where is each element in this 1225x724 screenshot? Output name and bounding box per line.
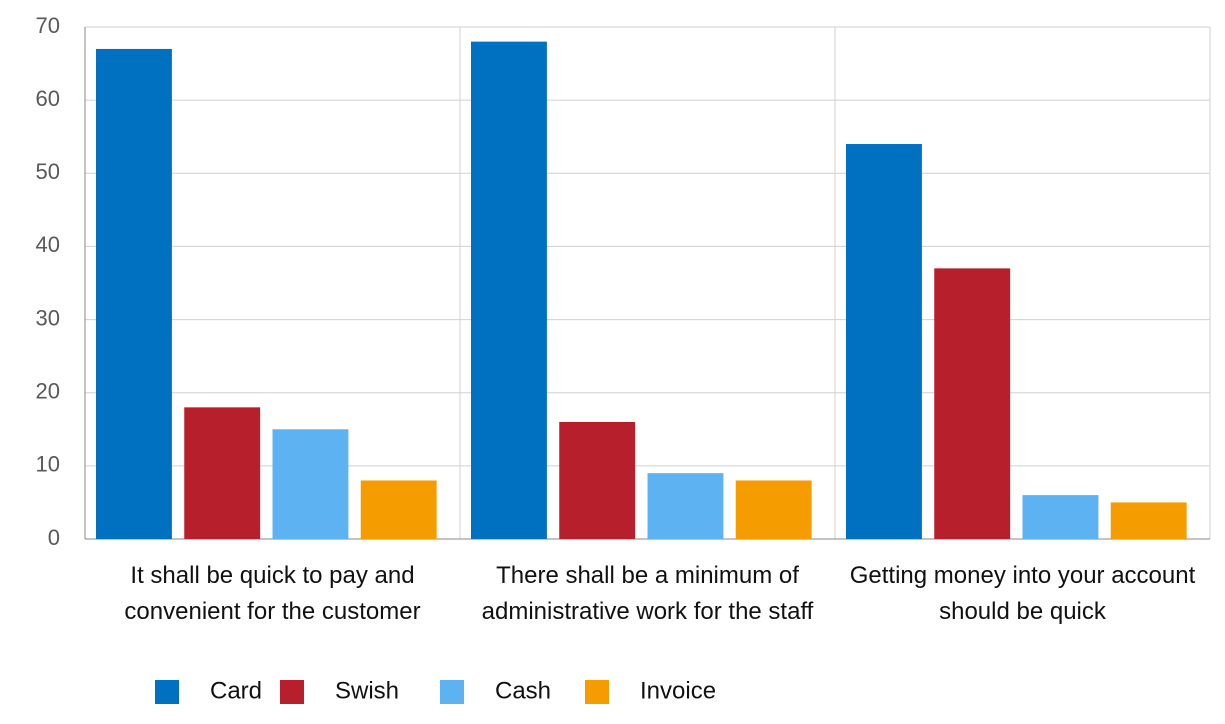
bar (1110, 502, 1187, 539)
bar (1022, 495, 1099, 539)
bar (934, 268, 1011, 539)
y-tick-label: 20 (36, 379, 60, 404)
legend-swatch (585, 680, 609, 704)
legend-swatch (155, 680, 179, 704)
bar (735, 480, 812, 539)
x-tick-label: There shall be a minimum of administrati… (481, 562, 814, 625)
bar (184, 407, 261, 539)
bar (272, 429, 349, 539)
y-tick-label: 70 (36, 13, 60, 38)
y-tick-label: 60 (36, 86, 60, 111)
legend-label: Swish (335, 677, 399, 704)
y-tick-label: 50 (36, 159, 60, 184)
y-tick-label: 0 (48, 525, 60, 550)
bar (559, 421, 636, 539)
bar (846, 144, 922, 539)
legend-label: Invoice (640, 677, 716, 704)
y-tick-label: 40 (36, 232, 60, 257)
bar (647, 473, 724, 539)
legend-label: Card (210, 677, 262, 704)
y-tick-label: 30 (36, 305, 60, 330)
x-tick-label: It shall be quick to pay and convenient … (124, 562, 421, 625)
legend-swatch (280, 680, 304, 704)
x-tick-label: Getting money into your account should b… (849, 562, 1196, 625)
bar (471, 41, 547, 539)
legend-swatch (440, 680, 464, 704)
bar (360, 480, 437, 539)
bar (96, 48, 172, 539)
legend-label: Cash (495, 677, 551, 704)
y-tick-label: 10 (36, 452, 60, 477)
